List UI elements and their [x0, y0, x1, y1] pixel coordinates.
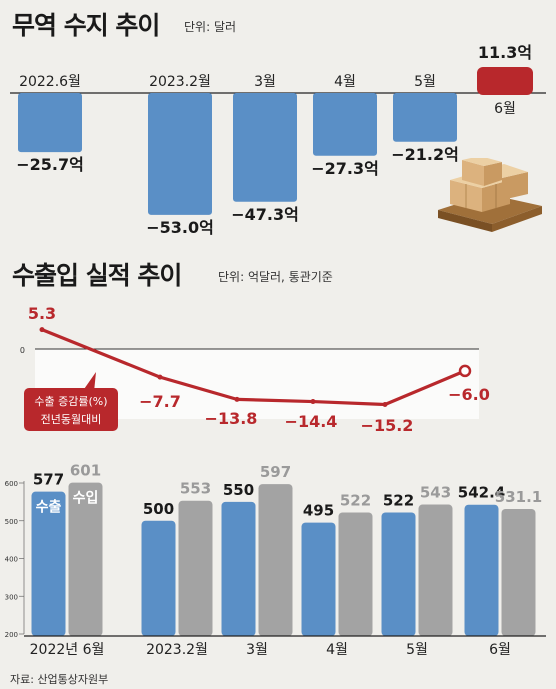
category-label: 5월 [406, 642, 428, 658]
data-point [157, 374, 163, 380]
value-label: 522 [383, 491, 414, 509]
value-label: −6.0 [448, 385, 490, 404]
export-import-unit: 단위: 억달러, 통관기준 [218, 270, 333, 284]
data-point [382, 401, 388, 407]
category-label: 4월 [326, 642, 348, 658]
y-tick-label: 300 [5, 593, 18, 601]
value-label: 531.1 [495, 488, 542, 506]
series-callout [24, 388, 118, 431]
series-label: 수출 증감률(%) [34, 395, 107, 408]
export-bar [141, 520, 176, 636]
value-label: 553 [180, 480, 211, 498]
growth-line [41, 328, 466, 407]
category-label: 5월 [414, 74, 436, 90]
category-label: 3월 [246, 642, 268, 658]
y-tick-label: 500 [5, 518, 18, 526]
category-label: 2023.2월 [149, 74, 211, 90]
data-point [39, 327, 45, 333]
trade-balance-title: 무역 수지 추이 [12, 11, 160, 40]
value-label: −53.0억 [146, 218, 214, 237]
category-label: 4월 [334, 74, 356, 90]
bar-negative [233, 93, 297, 202]
category-label: 2022.6월 [19, 74, 81, 90]
value-label: 11.3억 [478, 43, 532, 62]
y-tick-label: 200 [5, 631, 18, 639]
value-label: −15.2 [361, 416, 414, 435]
import-bar [178, 500, 213, 636]
import-bar [501, 509, 536, 636]
value-label: 543 [420, 484, 451, 502]
source-note: 자료: 산업통상자원부 [10, 673, 109, 686]
export-import-title: 수출입 실적 추이 [12, 261, 182, 290]
value-label: 577 [33, 471, 64, 489]
category-label: 2022년 6월 [30, 642, 105, 658]
category-label: 3월 [254, 74, 276, 90]
value-label: −21.2억 [391, 145, 459, 164]
cargo-boxes-icon [438, 158, 542, 232]
data-point [234, 396, 240, 402]
bar-negative [18, 93, 82, 153]
export-bar [464, 504, 499, 636]
import-bar [68, 482, 103, 636]
data-point [310, 399, 316, 405]
value-label: 5.3 [28, 304, 56, 323]
export-bar [31, 491, 66, 636]
legend-label: 수출 [36, 499, 62, 516]
value-label: −25.7억 [16, 155, 84, 174]
value-label: 542.4 [458, 484, 505, 502]
callout-pointer [82, 372, 96, 392]
value-label: −47.3억 [231, 205, 299, 224]
import-bar [258, 484, 293, 636]
value-label: 601 [70, 462, 101, 480]
legend-label: 수입 [73, 491, 99, 507]
value-label: 500 [143, 500, 174, 518]
trade-balance-chart: 2022.6월 −25.7억 2023.2월 −53.0억 3월 −47.3억 4월 −27.… [10, 43, 546, 237]
bar-negative [393, 93, 457, 142]
y-tick-label: 600 [5, 480, 18, 488]
data-point-last [458, 364, 472, 378]
value-label: −7.7 [139, 392, 181, 411]
value-label: 495 [303, 502, 334, 520]
value-label: −27.3억 [311, 159, 379, 178]
series-sublabel: 전년동월대비 [41, 413, 102, 426]
import-bar [338, 512, 373, 636]
zero-tick-label: 0 [20, 346, 25, 355]
value-label: −13.8 [205, 409, 258, 428]
bar-negative [148, 93, 212, 215]
value-label: −14.4 [285, 412, 338, 431]
export-growth-line-chart: 0 5.3 −7.7 −13.8 −14.4 −15.2 −6.0 수출 증감률(%) 전년동월… [20, 304, 490, 435]
trade-balance-unit: 단위: 달러 [184, 20, 237, 34]
category-label: 6월 [489, 642, 511, 658]
value-label: 597 [260, 463, 291, 481]
value-label: 550 [223, 481, 254, 499]
value-label: 522 [340, 491, 371, 509]
category-label: 6월 [494, 101, 516, 117]
import-bar [418, 504, 453, 636]
export-bar [301, 522, 336, 636]
bar-positive [477, 67, 533, 95]
category-label: 2023.2월 [146, 642, 208, 658]
export-bar [381, 512, 416, 636]
bar-negative [313, 93, 377, 156]
y-tick-label: 400 [5, 556, 18, 564]
export-bar [221, 501, 256, 636]
